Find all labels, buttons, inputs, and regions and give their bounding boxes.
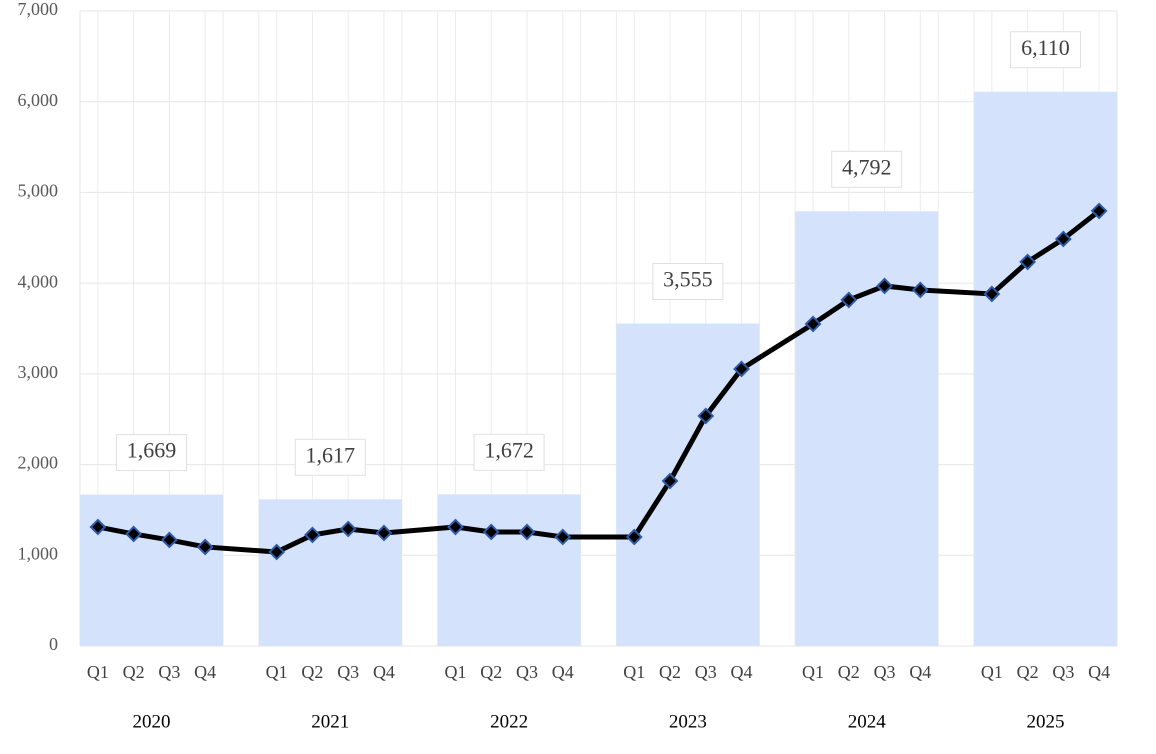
x-tick-label: Q4 (373, 662, 395, 682)
data-label-box (1009, 31, 1081, 69)
marker (804, 315, 822, 333)
x-tick-label: Q1 (266, 662, 288, 682)
marker (983, 285, 1001, 303)
marker (482, 523, 500, 541)
x-tick-label: Q3 (516, 662, 538, 682)
x-tick-label: Q4 (731, 662, 753, 682)
x-tick-label: Q3 (1052, 662, 1074, 682)
marker (447, 518, 464, 536)
y-tick-label: 3,000 (18, 362, 59, 382)
y-tick-label: 7,000 (18, 0, 59, 19)
data-label-box (116, 434, 188, 472)
marker (339, 520, 357, 538)
marker (89, 518, 107, 536)
marker (661, 472, 679, 490)
x-tick-label: Q2 (1017, 662, 1039, 682)
marker (733, 360, 750, 378)
y-tick-label: 4,000 (18, 271, 59, 291)
data-label: 6,110 (1021, 35, 1070, 60)
data-label-box (294, 438, 366, 476)
year-label: 2022 (490, 711, 528, 732)
year-label: 2020 (133, 711, 171, 732)
marker (518, 523, 536, 541)
bar (795, 211, 939, 646)
x-tick-label: Q1 (87, 662, 109, 682)
x-tick-label: Q3 (695, 662, 717, 682)
marker (160, 531, 178, 549)
bar (258, 499, 402, 646)
x-tick-label: Q4 (552, 662, 574, 682)
marker (1019, 253, 1037, 271)
data-label: 3,555 (663, 267, 713, 292)
marker (268, 543, 286, 561)
year-label: 2025 (1026, 711, 1064, 732)
bar (80, 494, 224, 646)
marker (304, 526, 321, 544)
x-tick-label: Q4 (909, 662, 931, 682)
data-label: 1,617 (306, 442, 356, 467)
data-label: 1,672 (484, 437, 534, 462)
x-tick-label: Q4 (194, 662, 216, 682)
y-tick-label: 5,000 (18, 181, 59, 201)
marker (125, 525, 143, 543)
x-tick-label: Q2 (659, 662, 681, 682)
y-tick-label: 0 (49, 634, 58, 654)
data-label-box (831, 150, 903, 188)
x-tick-label: Q1 (623, 662, 645, 682)
marker (840, 291, 858, 309)
x-tick-label: Q2 (301, 662, 323, 682)
x-tick-label: Q2 (838, 662, 860, 682)
x-tick-label: Q3 (158, 662, 180, 682)
line (97, 208, 1101, 555)
marker (911, 281, 929, 299)
marker (697, 407, 715, 425)
y-tick-label: 2,000 (18, 453, 59, 473)
marker (554, 528, 572, 546)
data-label-box (652, 263, 724, 301)
marker (196, 538, 214, 556)
bar (437, 494, 581, 646)
year-label: 2024 (848, 711, 887, 732)
y-tick-label: 6,000 (18, 90, 59, 110)
bar (973, 91, 1117, 646)
x-tick-label: Q3 (874, 662, 896, 682)
data-label: 1,669 (127, 438, 177, 463)
y-tick-label: 1,000 (18, 543, 59, 563)
x-tick-label: Q1 (444, 662, 466, 682)
marker (1054, 230, 1072, 248)
data-label-box (473, 433, 545, 471)
year-label: 2023 (669, 711, 707, 732)
data-label: 4,792 (842, 154, 892, 179)
x-tick-label: Q2 (123, 662, 145, 682)
x-tick-label: Q1 (981, 662, 1003, 682)
year-label: 2021 (311, 711, 349, 732)
marker (375, 524, 393, 542)
x-tick-label: Q1 (802, 662, 824, 682)
x-tick-label: Q2 (480, 662, 502, 682)
x-tick-label: Q4 (1088, 662, 1110, 682)
marker (1090, 202, 1108, 220)
marker (625, 528, 643, 546)
marker (876, 277, 893, 295)
x-tick-label: Q3 (337, 662, 359, 682)
